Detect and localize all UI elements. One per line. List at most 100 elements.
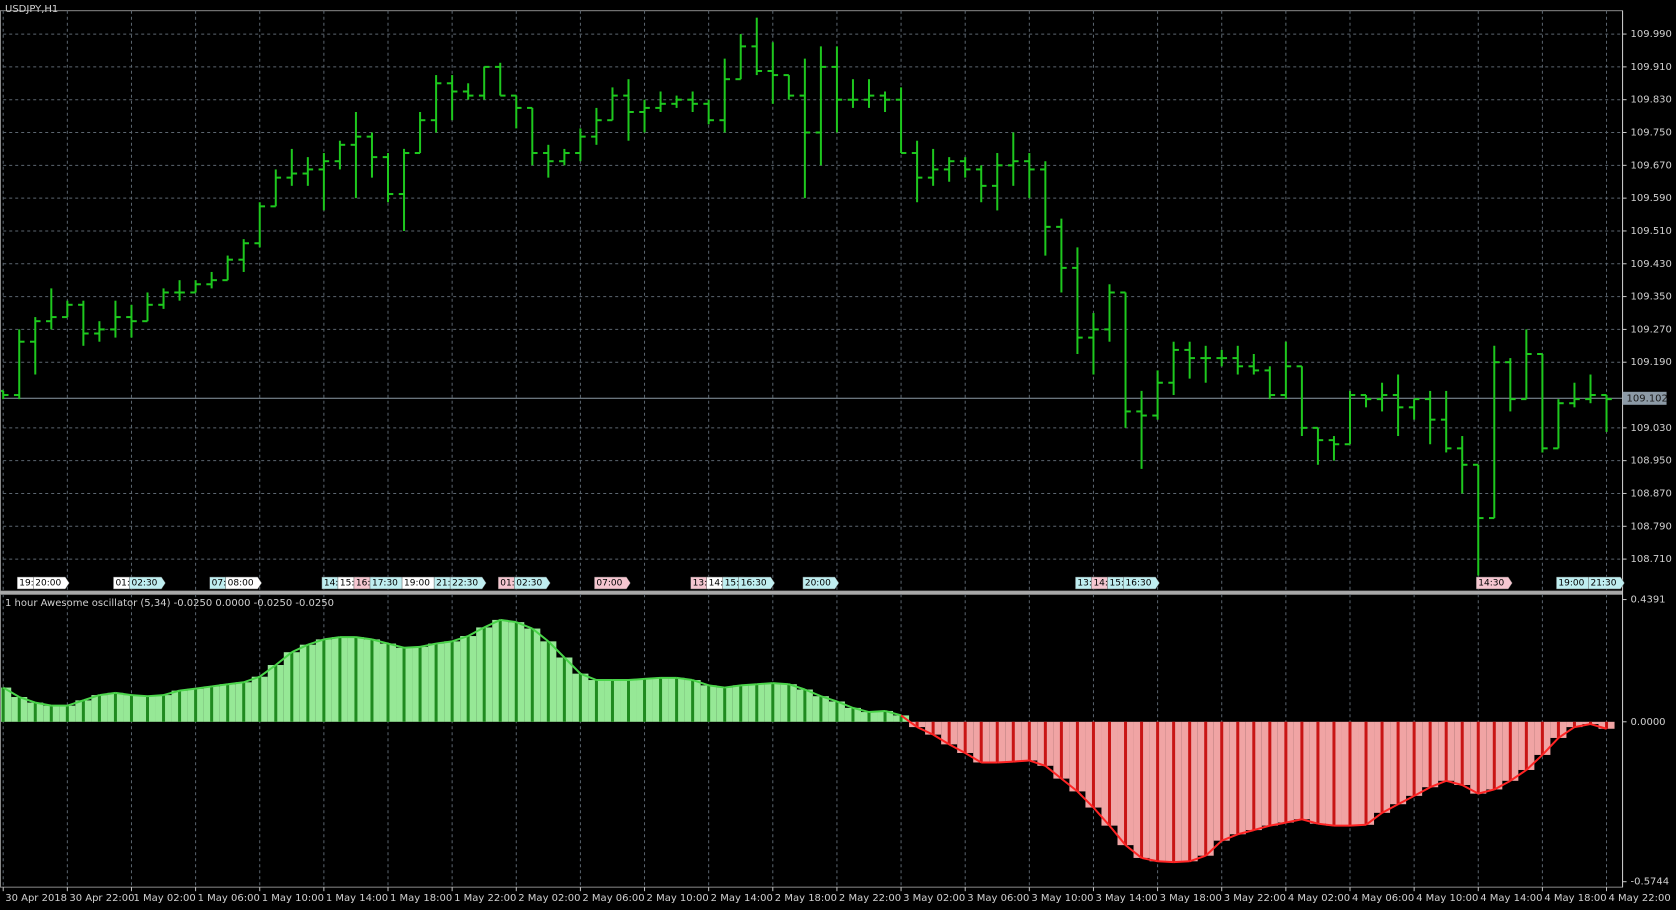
x-tick-label: 1 May 06:00 (198, 893, 260, 904)
y-tick-label: 109.910 (1631, 62, 1672, 73)
oscillator-edge (676, 676, 693, 682)
oscillator-edge (1060, 777, 1079, 793)
x-tick-label: 3 May 10:00 (1031, 893, 1093, 904)
oscillator-edge (387, 642, 405, 649)
y-tick-label: 109.670 (1631, 160, 1672, 171)
x-tick-label: 2 May 22:00 (839, 893, 901, 904)
event-label: 19:00 (404, 579, 430, 589)
oscillator-edge (1108, 825, 1127, 846)
oscillator-edge (804, 688, 822, 698)
oscillator-edge (1029, 759, 1046, 767)
oscillator-edge (644, 676, 661, 680)
event-flag (225, 576, 262, 590)
x-tick-label: 2 May 02:00 (518, 893, 580, 904)
x-tick-label: 3 May 06:00 (967, 893, 1029, 904)
oscillator-panel (1, 618, 1615, 864)
event-label: 01: (115, 579, 129, 589)
oscillator-edge (964, 752, 982, 764)
oscillator-edge (227, 681, 244, 686)
oscillator-edge (900, 714, 918, 728)
event-flag (33, 576, 70, 590)
x-tick-label: 2 May 06:00 (582, 893, 644, 904)
oscillator-edge (740, 683, 757, 687)
oscillator-edge (323, 636, 341, 641)
oscillator-edge (179, 687, 196, 692)
oscillator-edge (868, 709, 886, 714)
event-label: 14: (709, 579, 723, 589)
y-tick-label: 109.830 (1631, 95, 1672, 106)
event-label: 14:30 (1478, 579, 1504, 589)
oscillator-edge (115, 691, 132, 697)
event-label: 21:30 (1590, 579, 1616, 589)
oscillator-edge (820, 695, 838, 703)
oscillator-edge (67, 699, 84, 707)
oscillator-edge (35, 701, 52, 707)
oscillator-edge (628, 677, 645, 682)
event-label: 21: (436, 579, 450, 589)
oscillator-edge (1269, 821, 1287, 827)
event-label: 15: (1109, 579, 1123, 589)
event-label: 15: (340, 579, 354, 589)
oscillator-edge (1317, 822, 1335, 827)
oscillator-edge (2, 686, 20, 698)
x-tick-label: 2 May 14:00 (711, 893, 773, 904)
event-label: 14: (324, 579, 338, 589)
oscillator-edge (1285, 818, 1303, 824)
x-tick-label: 4 May 14:00 (1480, 893, 1542, 904)
event-label: 16:30 (1126, 579, 1152, 589)
oscillator-edge (724, 684, 741, 689)
oscillator-edge (419, 642, 437, 648)
x-tick-label: 1 May 18:00 (390, 893, 452, 904)
event-label: 07:00 (596, 579, 622, 589)
panel-separator (0, 591, 1623, 595)
oscillator-edge (195, 685, 212, 690)
oscillator-edge (1461, 784, 1479, 795)
oscillator-edge (1349, 823, 1367, 827)
oscillator-edge (1013, 759, 1030, 763)
oscillator-edge (1124, 844, 1143, 859)
oscillator-edge (1413, 786, 1431, 797)
event-flag (514, 576, 551, 590)
x-tick-label: 3 May 14:00 (1095, 893, 1157, 904)
oscillator-edge (1541, 737, 1560, 756)
chart-title: USDJPY,H1 (5, 4, 58, 15)
oscillator-edge (467, 626, 485, 637)
event-label: 14: (1093, 579, 1107, 589)
x-tick-label: 1 May 22:00 (454, 893, 516, 904)
event-flag (594, 576, 631, 590)
y-tick-label: 109.430 (1631, 259, 1672, 270)
y-tick-label: 109.350 (1631, 292, 1672, 303)
x-tick-label: 30 Apr 2018 (5, 893, 67, 904)
y-tick-label: 0.4391 (1631, 595, 1666, 606)
oscillator-edge (355, 636, 373, 641)
x-tick-label: 4 May 18:00 (1544, 893, 1606, 904)
x-tick-label: 3 May 18:00 (1160, 893, 1222, 904)
oscillator-edge (1445, 779, 1463, 786)
x-tick-label: 4 May 06:00 (1352, 893, 1414, 904)
oscillator-edge (243, 675, 261, 684)
event-label: 02:30 (516, 579, 542, 589)
oscillator-edge (451, 635, 469, 643)
oscillator-edge (1590, 723, 1607, 730)
y-tick-label: 109.270 (1631, 324, 1672, 335)
oscillator-edge (692, 679, 709, 687)
oscillator-edge (1044, 765, 1063, 780)
oscillator-edge (756, 682, 773, 686)
event-label: 01: (500, 579, 514, 589)
event-label: 20:00 (35, 579, 61, 589)
oscillator-edge (884, 709, 902, 717)
y-tick-label: 108.790 (1631, 521, 1672, 532)
y-tick-label: 109.590 (1631, 193, 1672, 204)
oscillator-edge (708, 684, 725, 689)
current-price-box (1622, 391, 1667, 405)
oscillator-edge (772, 682, 789, 686)
event-label: 19: (19, 579, 33, 589)
oscillator-edge (83, 694, 100, 702)
y-tick-label: 108.710 (1631, 554, 1672, 565)
event-flag (129, 576, 166, 590)
oscillator-edge (1189, 854, 1207, 863)
price-panel (1, 17, 1622, 576)
oscillator-edge (483, 619, 501, 629)
x-tick-label: 4 May 10:00 (1416, 893, 1478, 904)
